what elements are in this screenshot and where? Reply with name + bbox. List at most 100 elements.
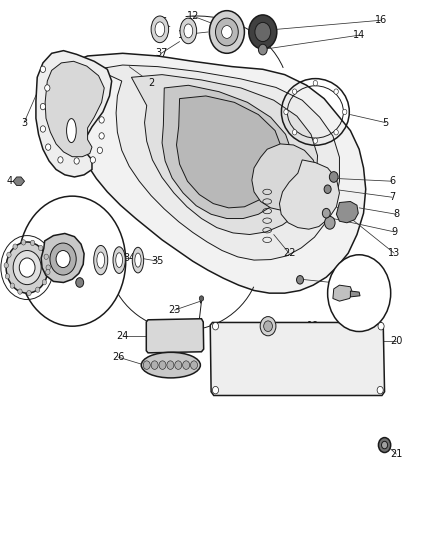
Circle shape xyxy=(39,245,43,251)
Polygon shape xyxy=(162,85,293,219)
Circle shape xyxy=(6,242,48,293)
Circle shape xyxy=(255,22,271,42)
Circle shape xyxy=(46,144,51,150)
Text: 5: 5 xyxy=(382,118,389,127)
Circle shape xyxy=(191,361,198,369)
Circle shape xyxy=(99,117,104,123)
Polygon shape xyxy=(177,96,283,208)
Polygon shape xyxy=(350,291,360,297)
Text: 21: 21 xyxy=(390,449,403,459)
Text: 9: 9 xyxy=(391,227,397,237)
Circle shape xyxy=(159,361,166,369)
Circle shape xyxy=(212,322,219,330)
Text: 27: 27 xyxy=(11,261,24,270)
Circle shape xyxy=(5,273,10,279)
Polygon shape xyxy=(279,160,339,229)
Circle shape xyxy=(334,130,338,135)
Polygon shape xyxy=(131,75,318,235)
Text: 4: 4 xyxy=(7,176,13,186)
Text: 6: 6 xyxy=(389,176,395,186)
Circle shape xyxy=(45,85,50,91)
Text: 19: 19 xyxy=(307,321,319,331)
Polygon shape xyxy=(36,51,112,177)
Circle shape xyxy=(284,109,288,115)
Ellipse shape xyxy=(67,118,76,142)
Circle shape xyxy=(329,172,338,182)
Circle shape xyxy=(46,269,50,274)
Text: 30: 30 xyxy=(27,282,39,292)
Text: 20: 20 xyxy=(390,336,403,346)
Circle shape xyxy=(264,321,272,332)
Text: 24: 24 xyxy=(117,331,129,341)
Circle shape xyxy=(19,258,35,277)
Ellipse shape xyxy=(116,253,123,268)
Circle shape xyxy=(90,157,95,163)
Circle shape xyxy=(183,361,190,369)
Polygon shape xyxy=(210,322,385,395)
Text: 2: 2 xyxy=(148,78,154,87)
Circle shape xyxy=(215,18,238,46)
Polygon shape xyxy=(336,201,358,223)
Text: 29: 29 xyxy=(46,256,59,266)
Circle shape xyxy=(377,386,383,394)
Circle shape xyxy=(322,208,330,218)
Circle shape xyxy=(324,185,331,193)
Text: 31: 31 xyxy=(71,286,83,295)
Ellipse shape xyxy=(132,247,144,273)
Circle shape xyxy=(325,216,335,229)
Circle shape xyxy=(313,80,318,86)
Text: 34: 34 xyxy=(123,253,135,263)
Polygon shape xyxy=(333,285,353,301)
Circle shape xyxy=(40,66,46,72)
Polygon shape xyxy=(146,319,204,353)
Ellipse shape xyxy=(141,352,200,378)
Circle shape xyxy=(334,89,338,94)
Circle shape xyxy=(258,44,267,55)
Circle shape xyxy=(42,280,46,285)
Polygon shape xyxy=(252,144,318,211)
Circle shape xyxy=(343,109,347,115)
Circle shape xyxy=(97,147,102,154)
Circle shape xyxy=(7,252,11,257)
Ellipse shape xyxy=(135,253,141,267)
Text: 16: 16 xyxy=(375,15,387,25)
Circle shape xyxy=(167,361,174,369)
Text: 36: 36 xyxy=(155,18,167,27)
Ellipse shape xyxy=(180,18,197,44)
Circle shape xyxy=(13,244,17,249)
Text: 37: 37 xyxy=(155,49,167,58)
Circle shape xyxy=(18,289,22,294)
Polygon shape xyxy=(13,177,25,185)
Circle shape xyxy=(74,158,79,164)
Text: 33: 33 xyxy=(90,247,102,256)
Ellipse shape xyxy=(155,22,165,37)
Text: 10: 10 xyxy=(178,30,190,39)
Text: 18: 18 xyxy=(336,279,348,288)
Circle shape xyxy=(76,278,84,287)
Circle shape xyxy=(99,133,104,139)
Text: 13: 13 xyxy=(388,248,400,258)
Circle shape xyxy=(222,26,232,38)
Circle shape xyxy=(46,265,50,270)
Circle shape xyxy=(249,15,277,49)
Text: 7: 7 xyxy=(389,192,395,202)
Circle shape xyxy=(199,296,204,301)
Text: 26: 26 xyxy=(112,352,124,362)
Circle shape xyxy=(297,276,304,284)
Circle shape xyxy=(378,438,391,453)
Circle shape xyxy=(13,251,41,285)
Circle shape xyxy=(293,130,297,135)
Text: 32: 32 xyxy=(368,288,381,298)
Circle shape xyxy=(44,254,49,260)
Circle shape xyxy=(58,157,63,163)
Circle shape xyxy=(328,255,391,332)
Text: 12: 12 xyxy=(187,11,199,21)
Text: 3: 3 xyxy=(21,118,27,127)
Ellipse shape xyxy=(151,16,169,43)
Circle shape xyxy=(175,361,182,369)
Ellipse shape xyxy=(94,245,108,275)
Text: 23: 23 xyxy=(168,305,180,315)
Circle shape xyxy=(151,361,158,369)
Circle shape xyxy=(21,240,26,245)
Circle shape xyxy=(378,322,384,330)
